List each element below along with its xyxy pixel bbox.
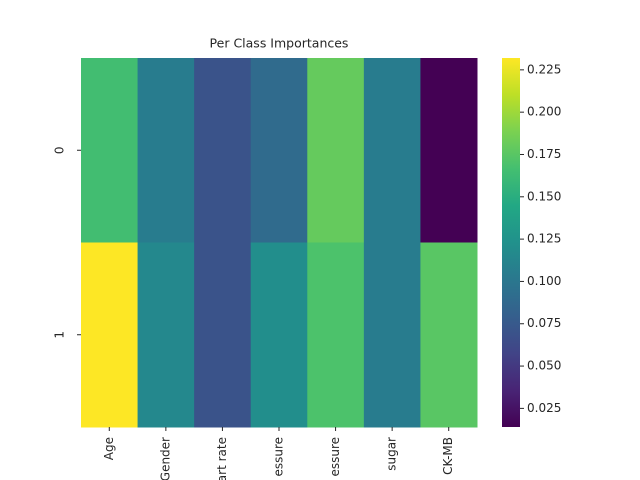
x-tick-label: sugar: [385, 437, 399, 471]
heatmap-cell: [363, 58, 421, 243]
colorbar-tick-label: 0.175: [527, 147, 561, 161]
heatmap-cell: [307, 58, 365, 243]
colorbar-tick-label: 0.025: [527, 401, 561, 415]
x-tick-label: Age: [102, 437, 116, 460]
x-tick-label: Gender: [158, 437, 172, 480]
colorbar: [502, 58, 520, 427]
heatmap-cell: [420, 242, 478, 428]
colorbar-tick-label: 0.225: [527, 62, 561, 76]
y-tick-label: 0: [53, 146, 67, 154]
heatmap-cell: [194, 242, 252, 428]
colorbar-tick-label: 0.050: [527, 359, 561, 373]
heatmap-cell: [250, 58, 308, 243]
heatmap-cell: [81, 58, 139, 243]
heatmap-cell: [420, 58, 478, 243]
colorbar-tick-label: 0.150: [527, 189, 561, 203]
heatmap-cell: [81, 242, 139, 428]
colorbar-tick-label: 0.125: [527, 232, 561, 246]
colorbar-tick-label: 0.075: [527, 316, 561, 330]
heatmap-cell: [363, 242, 421, 428]
x-tick-label: essure: [272, 437, 286, 477]
heatmap-cell: [194, 58, 252, 243]
heatmap-cell: [307, 242, 365, 428]
colorbar-tick-label: 0.200: [527, 105, 561, 119]
chart-title: Per Class Importances: [210, 36, 349, 51]
y-tick-label: 1: [53, 331, 67, 339]
x-tick-label: essure: [328, 437, 342, 477]
heatmap-cell: [137, 58, 195, 243]
heatmap-cell: [137, 242, 195, 428]
colorbar-tick-label: 0.100: [527, 274, 561, 288]
x-tick-label: CK-MB: [441, 437, 455, 475]
heatmap-cell: [250, 242, 308, 428]
x-tick-label: art rate: [215, 437, 229, 480]
